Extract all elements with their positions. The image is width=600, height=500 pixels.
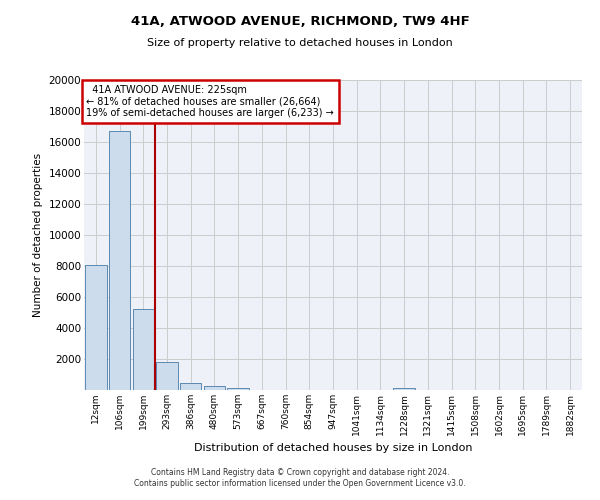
Bar (204, 386, 225, 390)
Text: Contains HM Land Registry data © Crown copyright and database right 2024.
Contai: Contains HM Land Registry data © Crown c… (134, 468, 466, 487)
Text: 41A ATWOOD AVENUE: 225sqm
← 81% of detached houses are smaller (26,664)
19% of s: 41A ATWOOD AVENUE: 225sqm ← 81% of detac… (86, 84, 334, 118)
Text: 41A, ATWOOD AVENUE, RICHMOND, TW9 4HF: 41A, ATWOOD AVENUE, RICHMOND, TW9 4HF (131, 15, 469, 28)
X-axis label: Distribution of detached houses by size in London: Distribution of detached houses by size … (194, 443, 472, 453)
Bar (109, 131, 130, 390)
Bar (157, 362, 178, 390)
Text: Size of property relative to detached houses in London: Size of property relative to detached ho… (147, 38, 453, 48)
Y-axis label: Number of detached properties: Number of detached properties (33, 153, 43, 317)
Bar (133, 310, 154, 390)
Bar (394, 388, 415, 390)
Bar (180, 382, 202, 390)
Bar (85, 265, 107, 390)
Bar (227, 388, 249, 390)
